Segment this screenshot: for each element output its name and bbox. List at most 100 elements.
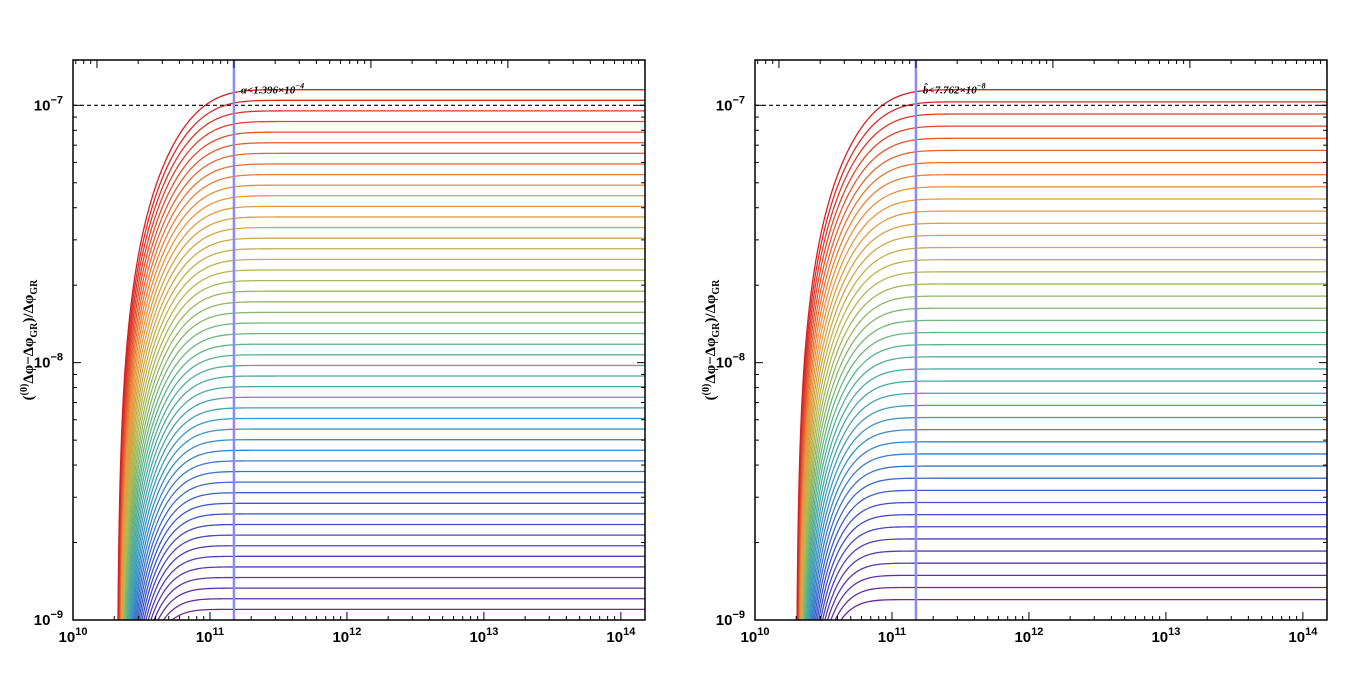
series-line — [803, 319, 1327, 620]
series-line — [826, 562, 1327, 620]
series-line — [118, 142, 645, 620]
axis-ticks — [72, 60, 646, 621]
series-line — [139, 513, 645, 620]
x-tick-label: 1014 — [1288, 626, 1318, 646]
series-line — [800, 246, 1327, 620]
series-line — [801, 271, 1327, 620]
series-line — [796, 89, 1327, 620]
x-tick-label: 1013 — [1151, 626, 1180, 646]
curve-group — [117, 89, 645, 620]
series-line — [813, 477, 1327, 620]
plot-frame — [754, 59, 1328, 621]
series-line — [818, 513, 1327, 620]
y-axis-title: ((0)Δφ−ΔφGR)/ΔφGR — [701, 279, 722, 400]
series-line — [806, 380, 1327, 620]
series-line — [125, 354, 645, 620]
plot-area — [72, 59, 646, 621]
series-line — [122, 290, 645, 620]
chart-right-svg: 1010 1011 1012 1013 1014 10−9 10−8 10−7 ((0)Δφ−Δ… — [701, 59, 1328, 646]
y-tick-label: 10−7 — [34, 94, 63, 114]
series-line — [126, 364, 645, 620]
series-line — [797, 125, 1327, 620]
series-line — [123, 301, 645, 620]
series-line — [123, 311, 645, 620]
y-tick-label: 10−8 — [716, 352, 745, 372]
x-tick-label: 1014 — [606, 626, 636, 646]
series-line — [120, 216, 645, 620]
series-line — [153, 576, 645, 620]
x-tick-label: 1011 — [878, 626, 906, 646]
series-line — [834, 586, 1327, 620]
series-line — [802, 295, 1327, 620]
series-line — [840, 598, 1327, 620]
x-tick-label: 1011 — [196, 626, 224, 646]
series-line — [809, 429, 1327, 620]
x-tick-label: 1010 — [741, 626, 770, 646]
series-line — [150, 566, 645, 620]
series-line — [135, 481, 645, 620]
series-line — [798, 198, 1327, 620]
series-line — [799, 210, 1327, 620]
series-line — [798, 186, 1327, 620]
x-tick-label: 1013 — [469, 626, 498, 646]
y-tick-label: 10−9 — [716, 609, 745, 629]
series-line — [804, 344, 1327, 620]
series-line — [137, 492, 645, 620]
series-line — [131, 439, 645, 620]
series-line — [122, 269, 645, 620]
curve-group — [796, 89, 1327, 620]
series-line — [811, 453, 1327, 620]
series-line — [796, 113, 1327, 620]
series-line — [124, 332, 645, 620]
series-line — [800, 259, 1327, 620]
series-line — [799, 234, 1327, 620]
series-line — [808, 416, 1327, 620]
series-line — [119, 184, 645, 620]
y-tick-label: 10−7 — [716, 94, 745, 114]
series-line — [138, 502, 645, 620]
series-line — [802, 307, 1327, 620]
chart-panel-left: 1010 1011 1012 1013 1014 10−9 10−8 10−7 ((0)Δφ−Δ… — [19, 59, 646, 646]
series-line — [147, 555, 645, 620]
chart-panel-right: 1010 1011 1012 1013 1014 10−9 10−8 10−7 ((0)Δφ−Δ… — [682, 0, 1364, 677]
series-line — [119, 195, 645, 620]
series-line — [141, 523, 645, 620]
series-line — [803, 331, 1327, 620]
series-line — [125, 343, 645, 620]
series-line — [122, 279, 645, 620]
y-tick-label: 10−8 — [34, 352, 63, 372]
x-tick-label: 1010 — [59, 626, 88, 646]
series-line — [801, 283, 1327, 620]
series-line — [798, 174, 1327, 620]
series-line — [129, 407, 645, 620]
series-line — [118, 152, 645, 620]
series-line — [815, 489, 1327, 620]
series-line — [805, 368, 1327, 620]
series-line — [812, 465, 1327, 620]
series-line — [797, 137, 1327, 620]
series-line — [118, 120, 645, 620]
series-line — [130, 428, 645, 620]
series-line — [129, 417, 645, 620]
series-line — [127, 375, 645, 620]
series-line — [824, 550, 1327, 620]
series-line — [143, 534, 645, 620]
series-line — [171, 608, 645, 620]
series-line — [798, 161, 1327, 620]
series-line — [162, 598, 645, 620]
bound-annotation: α<1.396×10−4 — [241, 81, 304, 96]
axis-ticks — [754, 60, 1328, 621]
series-line — [117, 110, 645, 620]
series-line — [119, 173, 645, 620]
y-tick-label: 10−9 — [34, 609, 63, 629]
series-line — [799, 222, 1327, 620]
series-line — [121, 237, 645, 620]
series-line — [134, 470, 645, 620]
series-line — [797, 149, 1327, 620]
series-line — [121, 258, 645, 620]
series-line — [145, 545, 645, 620]
series-line — [807, 404, 1327, 620]
series-line — [830, 574, 1327, 620]
series-line — [118, 163, 645, 620]
series-line — [157, 587, 645, 620]
